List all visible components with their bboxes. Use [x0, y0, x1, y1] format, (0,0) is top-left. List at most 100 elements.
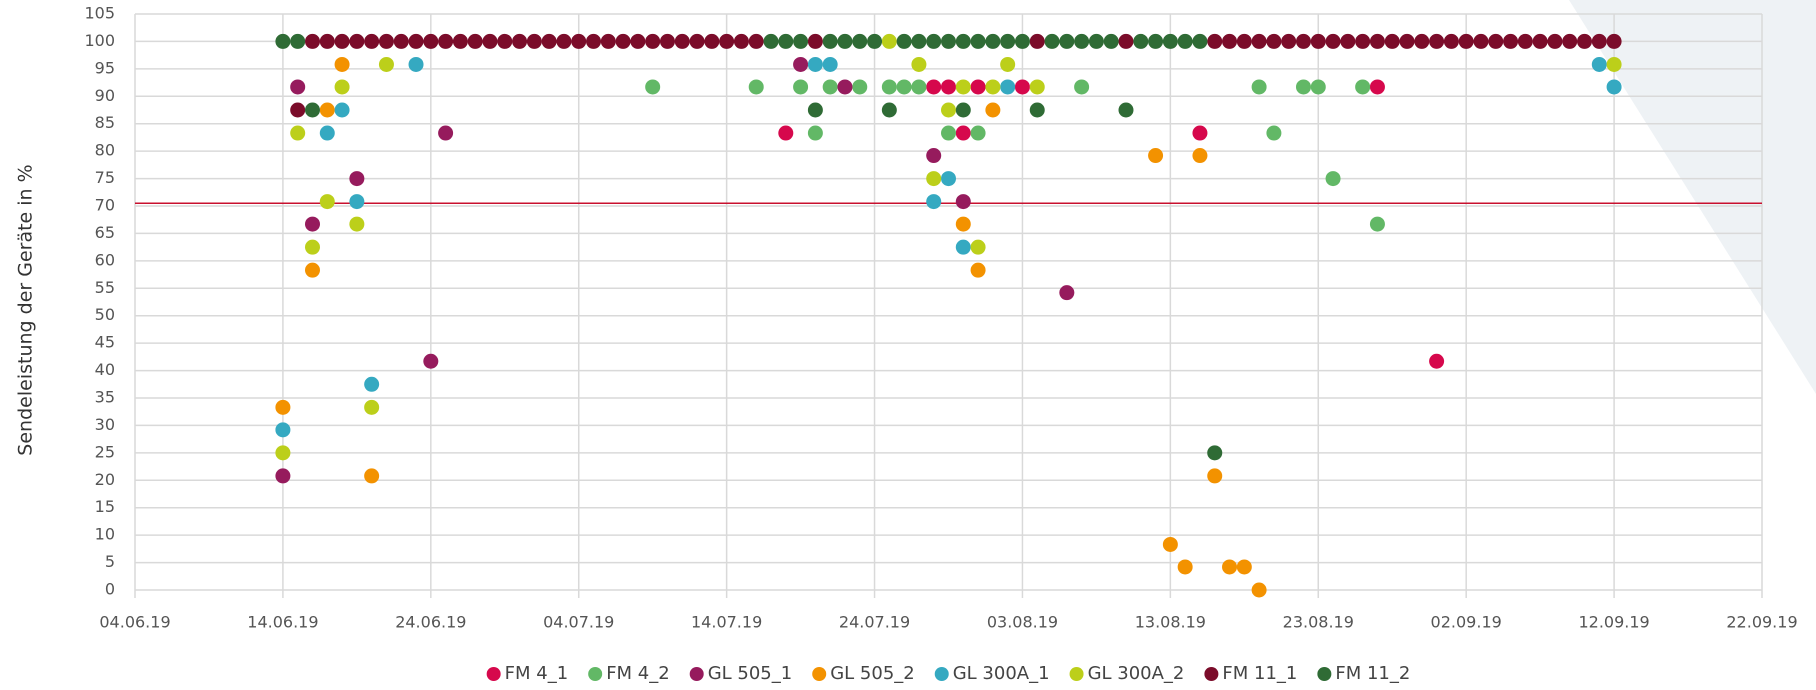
data-point	[911, 56, 927, 72]
data-point	[1266, 33, 1282, 49]
data-point	[1310, 79, 1326, 95]
data-point	[852, 33, 868, 49]
legend-marker	[1317, 667, 1332, 681]
data-point	[881, 79, 897, 95]
data-point	[1162, 536, 1178, 552]
data-point	[1606, 79, 1622, 95]
y-tick-label: 80	[95, 141, 115, 160]
y-tick-label: 0	[105, 580, 115, 599]
data-point	[304, 262, 320, 278]
data-point	[985, 79, 1001, 95]
data-point	[1148, 148, 1164, 164]
data-point	[1251, 33, 1267, 49]
data-point	[1118, 102, 1134, 118]
x-tick-label: 13.08.19	[1135, 613, 1206, 632]
data-point	[970, 239, 986, 255]
data-point	[1222, 559, 1238, 575]
data-point	[1133, 33, 1149, 49]
data-point	[1059, 33, 1075, 49]
x-tick-label: 22.09.19	[1726, 613, 1797, 632]
data-point	[1000, 56, 1016, 72]
data-point	[1177, 33, 1193, 49]
legend-marker	[486, 667, 501, 681]
data-point	[304, 102, 320, 118]
data-point	[1295, 33, 1311, 49]
data-point	[645, 79, 661, 95]
legend-marker	[1204, 667, 1219, 681]
data-point	[1355, 33, 1371, 49]
data-point	[1251, 582, 1267, 598]
data-point	[275, 422, 291, 438]
data-point	[941, 79, 956, 95]
data-point	[822, 56, 838, 72]
y-tick-label: 65	[95, 223, 115, 242]
x-tick-label: 04.07.19	[543, 613, 614, 632]
data-point	[438, 33, 454, 49]
data-point	[1310, 33, 1326, 49]
data-point	[955, 79, 971, 95]
y-tick-label: 25	[95, 442, 115, 461]
data-point	[970, 79, 986, 95]
data-point	[763, 33, 779, 49]
data-point	[970, 33, 986, 49]
data-point	[571, 33, 587, 49]
data-point	[378, 33, 394, 49]
data-point	[955, 102, 971, 118]
data-point	[615, 33, 631, 49]
y-tick-label: 105	[84, 4, 115, 23]
legend-label: GL 505_1	[708, 663, 793, 684]
data-point	[748, 33, 764, 49]
data-point	[911, 33, 927, 49]
legend-marker	[1069, 667, 1084, 681]
data-point	[512, 33, 528, 49]
data-point	[926, 79, 942, 95]
data-point	[349, 33, 365, 49]
data-point	[334, 33, 350, 49]
data-point	[674, 33, 690, 49]
y-tick-label: 85	[95, 113, 115, 132]
data-point	[778, 125, 794, 141]
legend-label: FM 4_1	[505, 663, 569, 684]
data-point	[881, 102, 897, 118]
data-point	[423, 33, 439, 49]
data-point	[526, 33, 542, 49]
data-point	[822, 79, 838, 95]
data-point	[941, 102, 956, 118]
data-point	[1414, 33, 1430, 49]
data-point	[1044, 33, 1060, 49]
data-point	[319, 194, 335, 210]
data-point	[290, 125, 306, 141]
data-point	[467, 33, 483, 49]
data-point	[290, 102, 306, 118]
legend-marker	[812, 667, 827, 681]
x-tick-label: 02.09.19	[1431, 613, 1502, 632]
y-tick-label: 50	[95, 305, 115, 324]
data-point	[1000, 33, 1016, 49]
data-point	[290, 33, 306, 49]
data-point	[1177, 559, 1193, 575]
data-point	[955, 194, 971, 210]
data-point	[408, 33, 424, 49]
data-point	[319, 33, 335, 49]
y-tick-label: 15	[95, 497, 115, 516]
data-point	[1059, 285, 1075, 301]
data-point	[586, 33, 602, 49]
data-point	[793, 33, 809, 49]
data-point	[807, 125, 823, 141]
data-point	[1399, 33, 1415, 49]
data-point	[1503, 33, 1519, 49]
data-point	[748, 79, 764, 95]
x-tick-label: 04.06.19	[99, 613, 170, 632]
data-point	[290, 79, 306, 95]
x-tick-label: 24.07.19	[839, 613, 910, 632]
data-point	[1355, 79, 1371, 95]
y-tick-label: 30	[95, 415, 115, 434]
y-tick-label: 100	[84, 31, 115, 50]
data-point	[452, 33, 468, 49]
data-point	[408, 56, 424, 72]
data-point	[304, 216, 320, 232]
data-point	[1295, 79, 1311, 95]
background-shape	[1569, 0, 1816, 394]
legend-marker	[588, 667, 603, 681]
data-point	[541, 33, 557, 49]
